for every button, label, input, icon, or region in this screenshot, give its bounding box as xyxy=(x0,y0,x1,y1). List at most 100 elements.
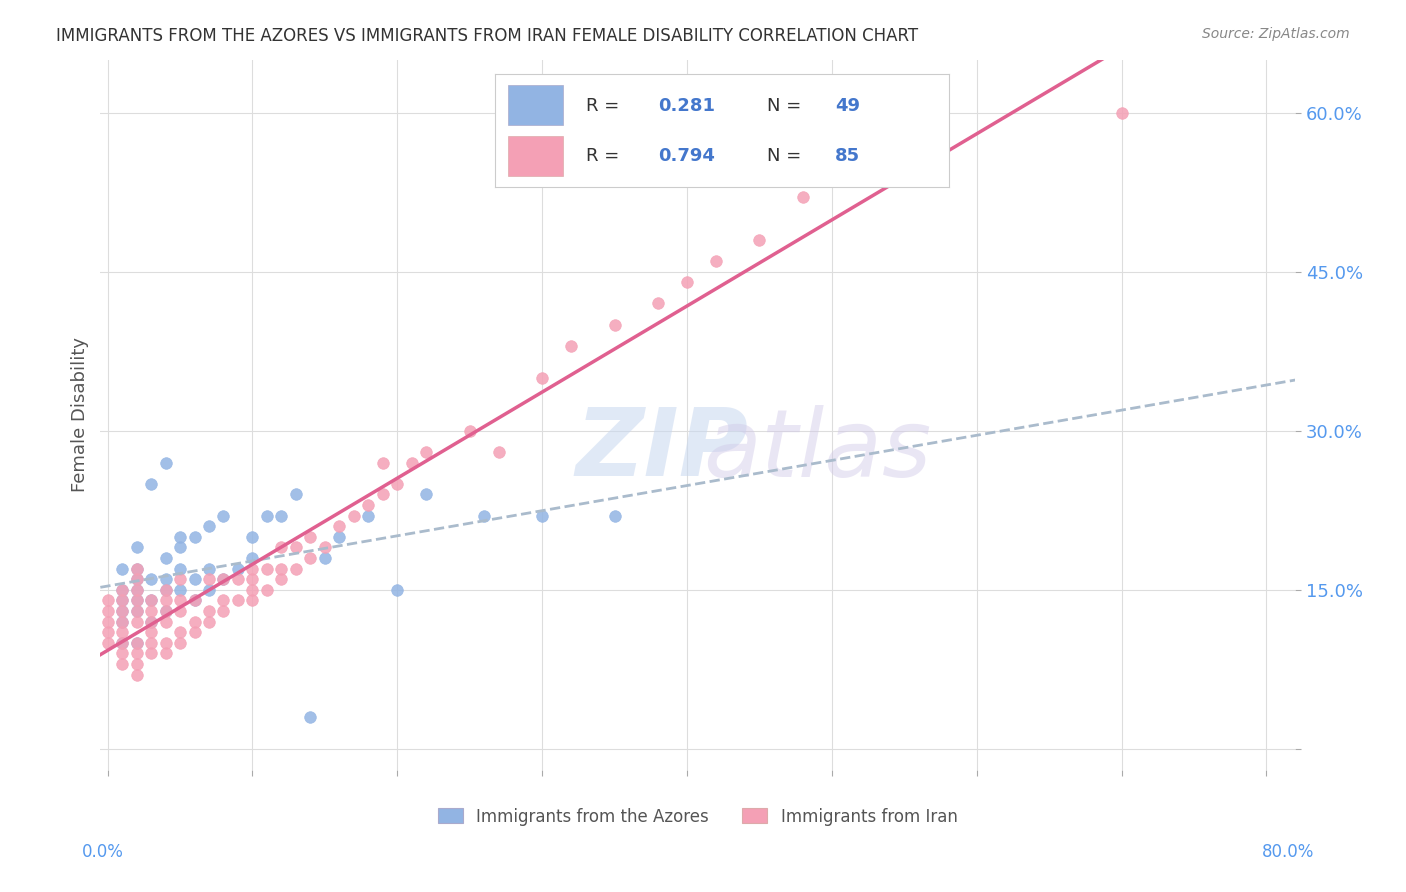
Point xyxy=(111,582,134,597)
Point xyxy=(125,572,148,586)
Point xyxy=(169,604,191,618)
Point xyxy=(125,636,148,650)
Point xyxy=(155,550,177,565)
Point xyxy=(212,508,235,523)
Point xyxy=(125,604,148,618)
Point xyxy=(139,593,162,607)
Point xyxy=(169,582,191,597)
Point xyxy=(198,519,221,533)
Point xyxy=(111,604,134,618)
Point xyxy=(169,561,191,575)
Point xyxy=(299,710,322,724)
Point xyxy=(242,572,264,586)
Point xyxy=(183,530,205,544)
Point xyxy=(111,582,134,597)
Point xyxy=(111,593,134,607)
Text: atlas: atlas xyxy=(703,405,931,496)
Point xyxy=(415,487,437,501)
Point xyxy=(212,572,235,586)
Point xyxy=(603,318,626,332)
Point xyxy=(97,615,120,629)
Point xyxy=(387,582,409,597)
Point xyxy=(155,604,177,618)
Point xyxy=(458,424,481,438)
Point xyxy=(125,657,148,671)
Point xyxy=(212,604,235,618)
Point xyxy=(256,582,278,597)
Text: 80.0%: 80.0% xyxy=(1263,843,1315,861)
Point xyxy=(284,487,307,501)
Point xyxy=(603,508,626,523)
Point xyxy=(139,636,162,650)
Point xyxy=(314,541,336,555)
Text: Source: ZipAtlas.com: Source: ZipAtlas.com xyxy=(1202,27,1350,41)
Point xyxy=(226,561,249,575)
Point xyxy=(401,456,423,470)
Point xyxy=(125,667,148,681)
Point xyxy=(256,508,278,523)
Point xyxy=(125,615,148,629)
Point xyxy=(1111,105,1133,120)
Point xyxy=(155,582,177,597)
Text: 0.0%: 0.0% xyxy=(82,843,124,861)
Text: IMMIGRANTS FROM THE AZORES VS IMMIGRANTS FROM IRAN FEMALE DISABILITY CORRELATION: IMMIGRANTS FROM THE AZORES VS IMMIGRANTS… xyxy=(56,27,918,45)
Point xyxy=(155,572,177,586)
Point xyxy=(97,625,120,640)
Point xyxy=(299,530,322,544)
Point xyxy=(111,615,134,629)
Point xyxy=(560,339,582,353)
Point xyxy=(792,190,814,204)
Point xyxy=(415,445,437,459)
Point xyxy=(284,561,307,575)
Point xyxy=(357,498,380,512)
Point xyxy=(155,456,177,470)
Point xyxy=(198,604,221,618)
Point xyxy=(531,508,554,523)
Point xyxy=(270,561,292,575)
Point xyxy=(111,593,134,607)
Point xyxy=(125,582,148,597)
Point xyxy=(125,593,148,607)
Point xyxy=(125,593,148,607)
Point xyxy=(183,593,205,607)
Point xyxy=(169,572,191,586)
Point xyxy=(647,296,669,310)
Legend: Immigrants from the Azores, Immigrants from Iran: Immigrants from the Azores, Immigrants f… xyxy=(439,807,957,826)
Point xyxy=(242,561,264,575)
Point xyxy=(155,636,177,650)
Point xyxy=(125,572,148,586)
Point xyxy=(139,604,162,618)
Point xyxy=(111,625,134,640)
Point xyxy=(125,541,148,555)
Point xyxy=(226,593,249,607)
Point xyxy=(139,615,162,629)
Point xyxy=(242,530,264,544)
Point xyxy=(139,593,162,607)
Point xyxy=(139,476,162,491)
Point xyxy=(97,593,120,607)
Point xyxy=(155,615,177,629)
Point xyxy=(704,254,727,268)
Point xyxy=(328,530,350,544)
Point xyxy=(169,593,191,607)
Point xyxy=(357,508,380,523)
Point xyxy=(111,615,134,629)
Point xyxy=(472,508,495,523)
Point xyxy=(111,646,134,660)
Point xyxy=(270,541,292,555)
Point xyxy=(183,572,205,586)
Point xyxy=(155,646,177,660)
Point xyxy=(242,550,264,565)
Point xyxy=(270,572,292,586)
Point xyxy=(111,657,134,671)
Point xyxy=(183,593,205,607)
Point xyxy=(125,561,148,575)
Point xyxy=(125,604,148,618)
Point xyxy=(256,561,278,575)
Point xyxy=(169,625,191,640)
Point xyxy=(125,646,148,660)
Point xyxy=(111,636,134,650)
Point xyxy=(328,519,350,533)
Point xyxy=(169,541,191,555)
Point xyxy=(284,541,307,555)
